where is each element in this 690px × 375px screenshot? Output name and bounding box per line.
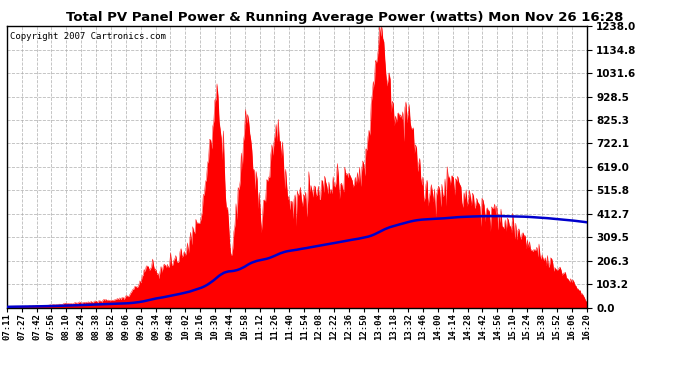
Text: Total PV Panel Power & Running Average Power (watts) Mon Nov 26 16:28: Total PV Panel Power & Running Average P… [66, 11, 624, 24]
Text: Copyright 2007 Cartronics.com: Copyright 2007 Cartronics.com [10, 32, 166, 41]
